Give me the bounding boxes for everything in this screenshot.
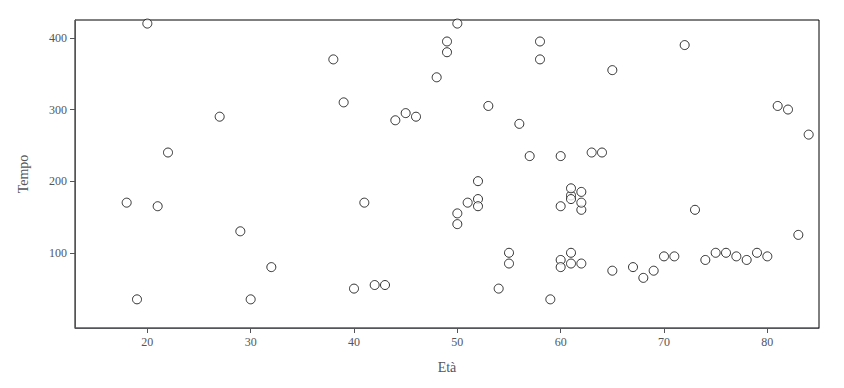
- svg-text:400: 400: [49, 31, 67, 45]
- svg-text:40: 40: [348, 335, 360, 349]
- svg-text:60: 60: [555, 335, 567, 349]
- svg-text:20: 20: [141, 335, 153, 349]
- svg-text:100: 100: [49, 246, 67, 260]
- svg-text:200: 200: [49, 174, 67, 188]
- svg-text:30: 30: [245, 335, 257, 349]
- svg-text:300: 300: [49, 103, 67, 117]
- svg-text:Tempo: Tempo: [16, 155, 31, 194]
- svg-text:50: 50: [451, 335, 463, 349]
- svg-text:70: 70: [658, 335, 670, 349]
- svg-text:Età: Età: [438, 360, 457, 375]
- svg-text:80: 80: [761, 335, 773, 349]
